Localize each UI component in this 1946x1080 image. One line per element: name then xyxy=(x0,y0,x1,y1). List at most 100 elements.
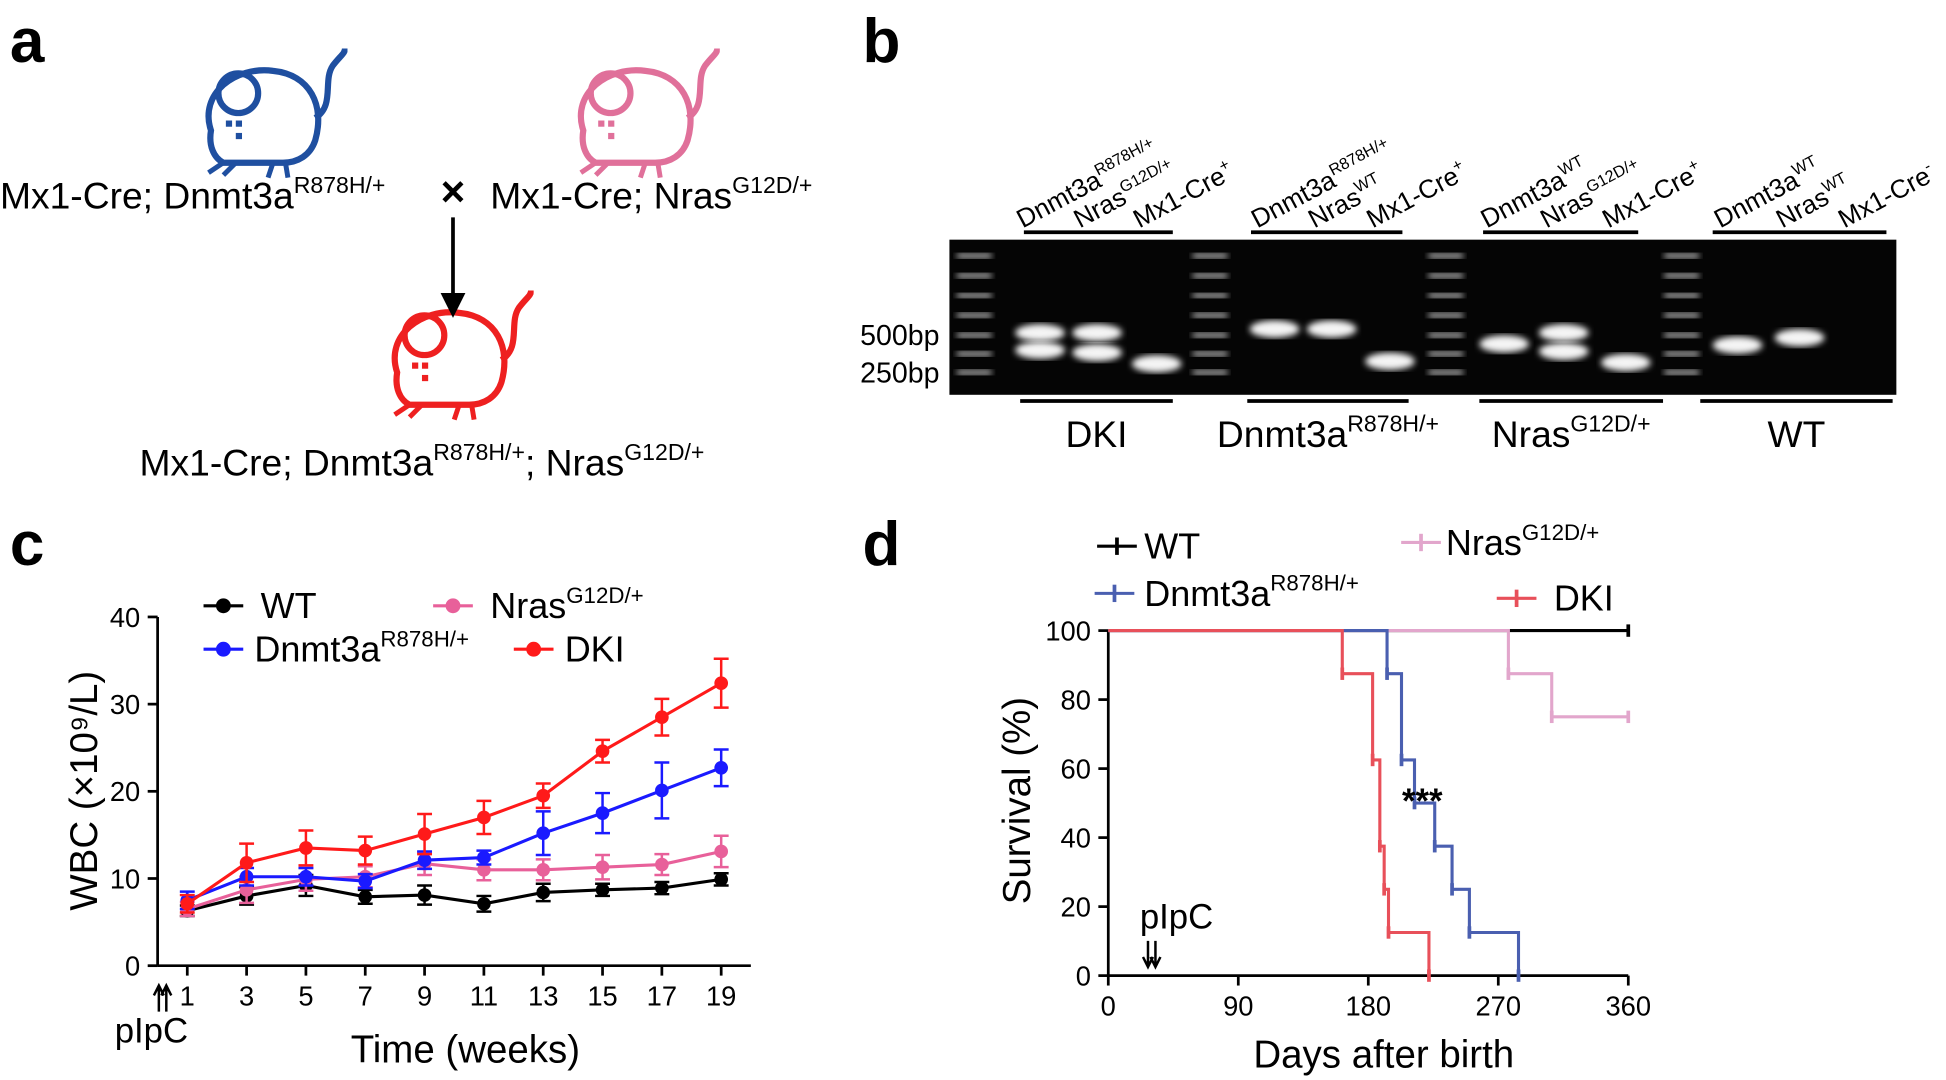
superscript: R878H/+ xyxy=(1326,134,1391,180)
series-line xyxy=(186,681,722,906)
x-tick-label: 90 xyxy=(1223,990,1253,1021)
lane-label: Mx1-Cre- xyxy=(1833,157,1940,234)
series-line xyxy=(186,877,722,913)
legend-marker xyxy=(445,598,461,614)
x-tick-label: 270 xyxy=(1476,990,1522,1021)
ladder-band xyxy=(1664,332,1700,338)
legend-marker xyxy=(215,598,231,614)
treatment-arrow xyxy=(160,982,173,1012)
ladder-band xyxy=(956,369,992,375)
data-point xyxy=(358,874,373,888)
data-point xyxy=(239,855,254,870)
superscript: G12D/+ xyxy=(732,172,812,198)
data-point xyxy=(417,853,432,868)
superscript: R878H/+ xyxy=(294,172,386,198)
label-part: DKI xyxy=(1065,413,1127,455)
panel-label: d xyxy=(863,510,901,579)
data-point xyxy=(714,844,729,859)
data-point xyxy=(595,860,610,874)
survival-curve xyxy=(1108,629,1521,976)
ladder-band xyxy=(1428,273,1464,279)
ladder-band xyxy=(956,351,992,357)
data-point xyxy=(299,841,313,855)
panel-label: c xyxy=(10,510,45,579)
ladder-band xyxy=(956,312,992,318)
ladder-band xyxy=(1428,312,1464,318)
mouse-icon xyxy=(581,49,718,178)
arrow-head xyxy=(440,293,466,318)
legend-marker xyxy=(215,641,231,657)
gel-band xyxy=(1479,335,1529,353)
superscript: G12D/+ xyxy=(566,583,643,608)
parent-genotype: Mx1-Cre; NrasG12D/+ xyxy=(490,172,812,217)
superscript: R878H/+ xyxy=(433,439,525,465)
group-label: Dnmt3aR878H/+ xyxy=(1217,410,1439,455)
label-part: Dnmt3a xyxy=(1217,413,1348,455)
series-line xyxy=(186,766,722,902)
treatment-arrow xyxy=(1149,940,1162,970)
offspring-genotype: Mx1-Cre; Dnmt3aR878H/+; NrasG12D/+ xyxy=(140,439,705,484)
y-tick-label: 100 xyxy=(1045,616,1091,647)
ladder-band xyxy=(1664,253,1700,259)
data-point xyxy=(536,862,551,877)
ladder-band xyxy=(1664,273,1700,279)
label-part: DKI xyxy=(565,629,625,670)
size-marker: 500bp xyxy=(860,320,939,352)
y-axis-label: Survival (%) xyxy=(996,697,1039,904)
gel-band xyxy=(1015,341,1065,359)
x-tick-label: 13 xyxy=(528,980,558,1011)
annotation: pIpC xyxy=(115,1013,188,1051)
data-point xyxy=(477,810,491,825)
x-axis-label: Time (weeks) xyxy=(351,1028,580,1071)
y-axis-label: WBC (×10⁹/L) xyxy=(63,671,106,911)
ladder-band xyxy=(956,332,992,338)
ladder-band xyxy=(1192,332,1228,338)
ladder-band xyxy=(1664,351,1700,357)
ladder-band xyxy=(956,293,992,298)
annotation: *** xyxy=(1402,783,1443,821)
legend-label: NrasG12D/+ xyxy=(1446,520,1599,563)
data-point xyxy=(536,788,551,803)
superscript: R878H/+ xyxy=(1347,410,1439,436)
data-point xyxy=(714,760,729,775)
legend-label: DKI xyxy=(1554,578,1614,619)
label-part: Nras xyxy=(1446,522,1522,563)
mouse-icon xyxy=(209,49,346,178)
x-tick-label: 15 xyxy=(587,980,617,1011)
data-point xyxy=(477,896,491,911)
size-marker: 250bp xyxy=(860,357,939,389)
data-point xyxy=(536,826,551,840)
ladder-band xyxy=(1428,369,1464,375)
legend-label: NrasG12D/+ xyxy=(490,583,643,626)
data-point xyxy=(595,806,610,820)
ladder-band xyxy=(1192,253,1228,259)
y-tick-label: 0 xyxy=(125,951,140,982)
label-part: Nras xyxy=(1492,413,1571,455)
legend-label: WT xyxy=(261,585,317,626)
gel-band xyxy=(1072,343,1122,362)
legend-label: Dnmt3aR878H/+ xyxy=(1144,571,1359,614)
ladder-band xyxy=(1192,312,1228,318)
data-point xyxy=(714,676,729,691)
ladder-band xyxy=(1428,253,1464,259)
y-tick-label: 10 xyxy=(110,863,140,894)
gel-band xyxy=(1131,355,1182,373)
x-tick-label: 11 xyxy=(470,980,498,1011)
data-point xyxy=(655,710,669,725)
gel-band xyxy=(1072,324,1122,342)
y-tick-label: 40 xyxy=(110,602,140,633)
x-axis-label: Days after birth xyxy=(1253,1033,1514,1076)
group-label: NrasG12D/+ xyxy=(1492,410,1651,455)
ladder-band xyxy=(1192,273,1228,279)
series-line xyxy=(186,849,722,911)
data-point xyxy=(595,744,610,759)
gel-band xyxy=(1774,329,1825,347)
x-tick-label: 19 xyxy=(706,980,736,1011)
ladder-band xyxy=(1192,293,1228,298)
label-part: Dnmt3a xyxy=(254,629,381,670)
label-part: WT xyxy=(1144,526,1200,567)
superscript: R878H/+ xyxy=(380,627,469,652)
x-tick-label: 1 xyxy=(180,980,195,1011)
gel-band xyxy=(1538,342,1589,361)
